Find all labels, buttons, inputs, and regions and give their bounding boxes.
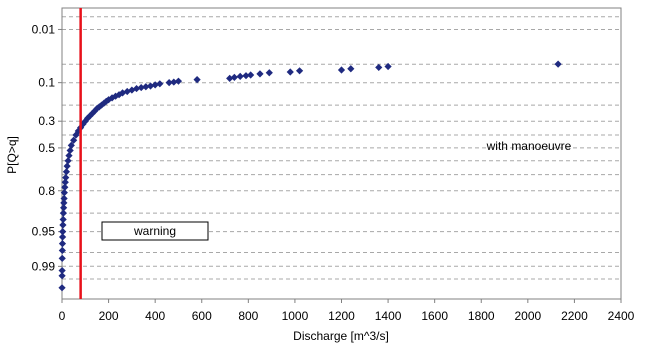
data-point xyxy=(146,82,155,90)
data-point xyxy=(375,63,383,72)
y-tick-label: 0.1 xyxy=(38,76,55,90)
data-point xyxy=(247,71,255,79)
y-tick-label: 0.8 xyxy=(38,184,55,198)
annotation-with-manoeuvre: with manoeuvre xyxy=(486,139,572,153)
data-point xyxy=(72,131,80,139)
data-point xyxy=(230,73,238,81)
data-point xyxy=(58,284,66,292)
x-tick-label: 1800 xyxy=(468,309,495,323)
x-tick-label: 1600 xyxy=(421,309,448,323)
data-point xyxy=(61,183,69,191)
data-point xyxy=(174,77,183,85)
data-point xyxy=(384,62,392,71)
data-point xyxy=(265,69,273,77)
data-point xyxy=(58,254,66,262)
warning-label: warning xyxy=(133,224,176,238)
data-point xyxy=(137,83,145,92)
data-point xyxy=(236,72,244,80)
data-point xyxy=(60,188,68,197)
data-point xyxy=(554,60,562,68)
data-point xyxy=(242,72,250,80)
data-point xyxy=(58,246,66,255)
y-tick-label: 0.99 xyxy=(32,259,56,273)
x-tick-label: 600 xyxy=(192,309,212,323)
data-point xyxy=(142,83,150,91)
data-point xyxy=(64,157,72,165)
x-tick-label: 2400 xyxy=(608,309,635,323)
data-point xyxy=(61,178,69,186)
data-point xyxy=(170,78,178,86)
data-point xyxy=(60,204,68,212)
data-point xyxy=(62,168,71,176)
data-point xyxy=(58,240,67,248)
x-axis-ticks: 0 200 400 600 800 1000 1200 1400 1600 1800 2000 220… xyxy=(59,299,635,323)
data-point xyxy=(286,68,294,76)
x-tick-label: 0 xyxy=(59,309,66,323)
warning-box: warning xyxy=(101,221,209,241)
data-point xyxy=(59,215,67,224)
plot-area-frame xyxy=(61,7,622,300)
data-point xyxy=(337,66,346,74)
data-point xyxy=(151,81,159,89)
data-point xyxy=(58,266,66,275)
x-tick-label: 1000 xyxy=(282,309,309,323)
data-point xyxy=(104,96,113,104)
x-tick-label: 400 xyxy=(145,309,165,323)
x-tick-label: 2200 xyxy=(561,309,588,323)
x-tick-label: 200 xyxy=(99,309,119,323)
x-axis-label: Discharge [m^3/s] xyxy=(293,329,389,343)
y-axis-ticks: 0.01 0.1 0.3 0.5 0.8 0.95 0.99 xyxy=(32,22,62,273)
data-point xyxy=(63,162,71,170)
data-point xyxy=(226,74,234,82)
x-tick-label: 2000 xyxy=(514,309,541,323)
data-point xyxy=(59,228,67,236)
y-tick-label: 0.3 xyxy=(38,114,55,128)
x-tick-label: 1200 xyxy=(328,309,355,323)
data-point xyxy=(256,70,264,78)
data-point xyxy=(66,146,74,155)
y-tick-label: 0.01 xyxy=(32,22,56,36)
data-point xyxy=(70,136,78,144)
x-tick-label: 800 xyxy=(238,309,258,323)
data-point xyxy=(102,97,110,105)
data-point xyxy=(59,209,67,217)
y-axis-label: P[Q>q] xyxy=(5,136,19,174)
data-point xyxy=(59,221,67,229)
data-point xyxy=(67,141,75,149)
data-point xyxy=(165,79,173,87)
data-point xyxy=(347,65,355,73)
data-point xyxy=(60,194,68,203)
data-point xyxy=(58,233,67,241)
data-point xyxy=(295,67,304,75)
data-point xyxy=(118,89,127,97)
y-tick-label: 0.5 xyxy=(38,141,55,155)
data-point xyxy=(62,173,70,182)
data-point xyxy=(65,151,73,160)
x-tick-label: 1400 xyxy=(375,309,402,323)
data-points xyxy=(58,60,562,292)
data-point xyxy=(193,76,201,84)
y-tick-label: 0.95 xyxy=(32,225,56,239)
data-point xyxy=(58,272,66,280)
data-point xyxy=(60,199,68,207)
